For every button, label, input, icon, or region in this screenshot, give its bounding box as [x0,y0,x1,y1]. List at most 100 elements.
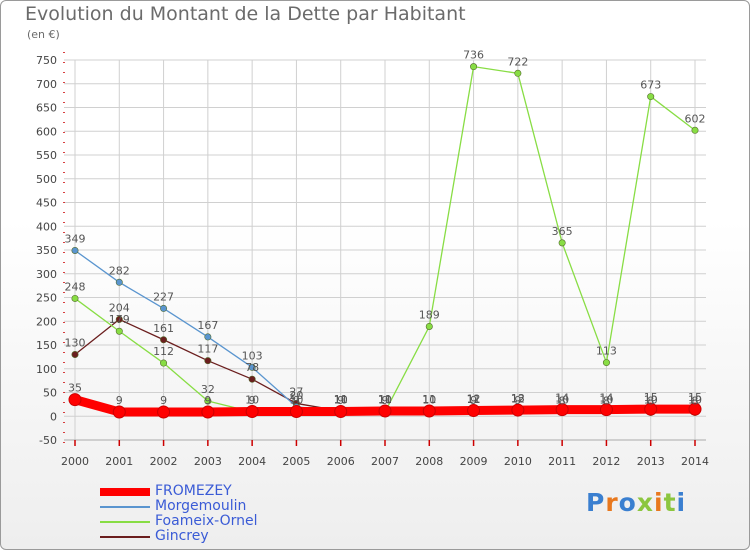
data-point [644,402,658,416]
data-point [160,359,168,367]
data-label: 11 [378,393,392,406]
data-label: 12 [467,393,481,406]
data-label: 15 [644,391,658,404]
data-point [334,405,348,418]
x-tick-label: 2007 [371,455,399,468]
data-label: 117 [197,343,218,356]
legend-swatch [100,521,150,523]
x-tick-label: 2013 [637,455,665,468]
legend-swatch [100,536,150,538]
data-label: 8 [559,394,566,407]
data-point [422,404,436,418]
y-tick-label: 550 [36,149,57,162]
data-label: 11 [422,393,436,406]
data-point [514,69,522,77]
data-label: 8 [647,394,654,407]
data-label: 11 [422,393,436,406]
data-point [204,333,212,341]
data-label: 11 [467,393,481,406]
data-point [68,393,82,407]
data-label: 11 [378,393,392,406]
data-point [115,315,123,323]
data-point [425,322,433,330]
data-point [160,304,168,312]
y-tick-label: 700 [36,78,57,91]
data-label: 204 [109,301,130,314]
data-point [71,350,79,358]
legend-label: Gincrey [155,528,209,544]
data-label: 189 [419,308,440,321]
legend-label: Morgemoulin [155,498,247,514]
data-label: 179 [109,313,130,326]
brand-letter: t [663,488,677,517]
data-label: 9 [514,394,521,407]
x-tick-label: 2008 [415,455,443,468]
brand-letter: o [618,488,637,517]
data-label: 9 [293,394,300,407]
x-tick-label: 2010 [504,455,532,468]
data-label: 10 [334,394,348,407]
data-point [204,357,212,365]
data-label: 12 [511,393,525,406]
y-tick-label: 650 [36,102,57,115]
data-label: 167 [197,319,218,332]
data-label: 161 [153,322,174,335]
data-point [245,405,259,418]
data-label: 20 [289,389,303,402]
data-label: 9 [116,394,123,407]
x-tick-label: 2005 [282,455,310,468]
data-label: 365 [552,225,573,238]
data-point [558,239,566,247]
data-label: 10 [289,394,303,407]
x-tick-label: 2006 [327,455,355,468]
data-label: 10 [334,394,348,407]
brand-letter: i [676,488,687,517]
data-point [115,327,123,335]
data-point [112,405,126,419]
data-point [115,278,123,286]
data-label: 11 [334,393,348,406]
data-label: 14 [599,392,613,405]
legend-swatch [100,506,150,508]
data-label: 13 [511,392,525,405]
data-label: 248 [65,280,86,293]
legend-label: FROMEZEY [155,483,232,499]
data-point [71,246,79,254]
x-tick-label: 2011 [548,455,576,468]
data-label: 35 [68,382,82,395]
data-label: 722 [507,55,528,68]
data-point [71,294,79,302]
data-label: 227 [153,290,174,303]
data-label: 10 [688,394,702,407]
data-label: 9 [337,394,344,407]
data-label: 112 [153,345,174,358]
data-point [248,375,256,383]
data-point [204,397,212,405]
brand-logo: Proxiti [586,488,686,517]
brand-letter: i [654,488,664,517]
y-tick-label: 450 [36,197,57,210]
data-label: 15 [688,391,702,404]
y-tick-label: 600 [36,125,57,138]
data-label: 9 [382,394,389,407]
legend-label: Foameix-Ornel [155,513,258,529]
chart-title: Evolution du Montant de la Dette par Hab… [25,3,466,25]
data-label: 8 [692,394,699,407]
data-label: 10 [555,394,569,407]
y-tick-label: 150 [36,339,57,352]
data-label: 736 [463,49,484,62]
data-point [688,402,702,416]
y-tick-label: 500 [36,173,57,186]
chart-subtitle: (en €) [27,28,60,41]
y-tick-label: 100 [36,363,57,376]
data-point [599,403,613,417]
y-tick-label: -50 [39,434,57,447]
data-label: 673 [640,79,661,92]
legend-swatch [100,488,150,496]
y-tick-label: 350 [36,244,57,257]
data-point [467,404,481,418]
data-point [691,126,699,134]
data-point [511,403,525,417]
y-tick-label: 50 [43,387,57,400]
data-label: 9 [160,394,167,407]
